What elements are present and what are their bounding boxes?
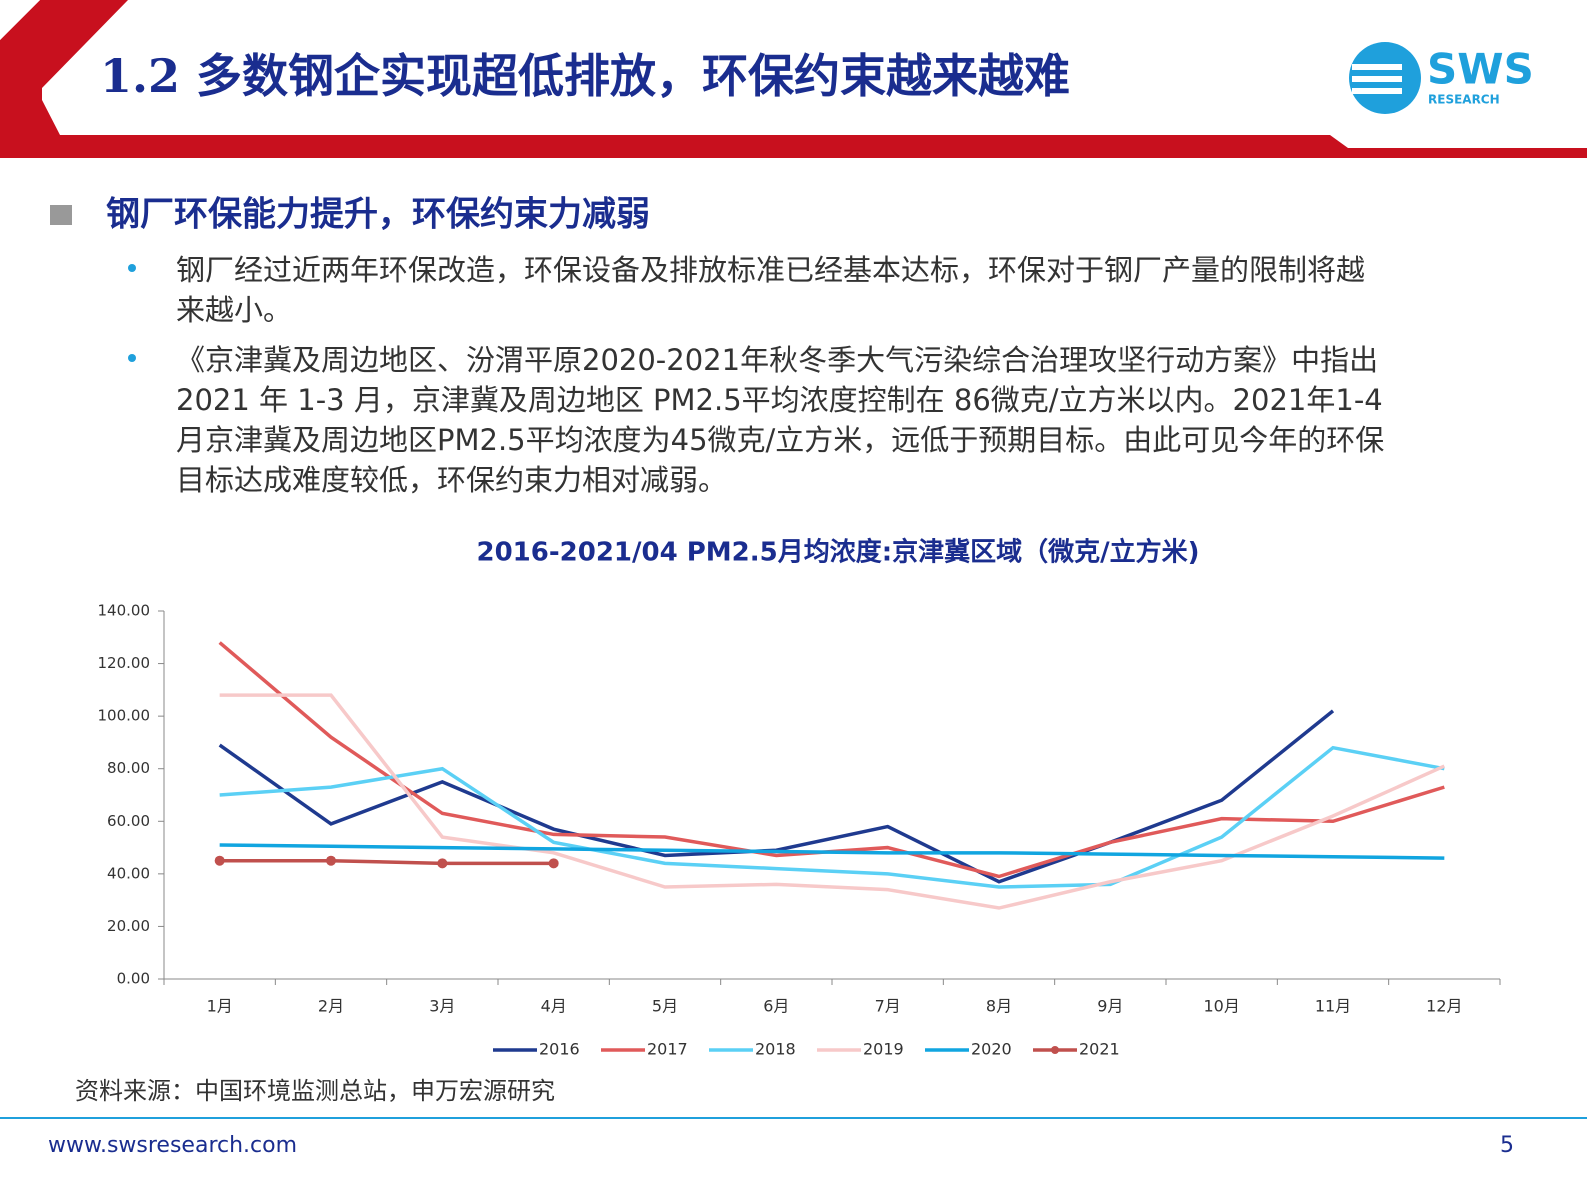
series-line — [219, 858, 554, 866]
bullet-dot — [128, 354, 136, 362]
y-tick-label: 60.00 — [107, 812, 150, 830]
legend-label: 2019 — [863, 1040, 904, 1059]
legend-label: 2021 — [1079, 1040, 1120, 1059]
x-tick-label: 11月 — [1315, 997, 1351, 1016]
x-tick-label: 1月 — [207, 997, 233, 1016]
x-tick-label: 3月 — [429, 997, 455, 1016]
logo-sub: RESEARCH — [1428, 93, 1500, 107]
series-line — [219, 843, 1445, 860]
slide-title: 1.2 多数钢企实现超低排放，环保约束越来越难 — [100, 49, 1070, 103]
logo-icon — [1349, 42, 1421, 114]
y-tick-label: 40.00 — [107, 864, 150, 882]
point — [437, 858, 448, 869]
legend-label: 2020 — [971, 1040, 1012, 1059]
page-number: 5 — [1500, 1133, 1514, 1158]
logo: SWS — [1427, 45, 1534, 94]
legend-label: 2017 — [647, 1040, 688, 1059]
source: 资料来源：中国环境监测总站，申万宏源研究 — [75, 1077, 555, 1105]
x-tick-label: 4月 — [541, 997, 567, 1016]
legend-marker — [1051, 1046, 1059, 1054]
header-corner — [0, 0, 40, 40]
y-tick-label: 120.00 — [98, 654, 151, 672]
header-band — [0, 0, 1587, 158]
point — [214, 855, 225, 866]
x-tick-label: 12月 — [1426, 997, 1462, 1016]
x-tick-label: 5月 — [652, 997, 678, 1016]
section-heading: 钢厂环保能力提升，环保约束力减弱 — [106, 195, 650, 235]
footer-url: www.swsresearch.com — [48, 1133, 297, 1158]
chart-title: 2016-2021/04 PM2.5月均浓度:京津冀区域（微克/立方米) — [476, 537, 1199, 568]
bullet-dot — [128, 264, 136, 272]
series-line — [219, 745, 1445, 889]
point — [548, 858, 559, 869]
y-tick-label: 20.00 — [107, 917, 150, 935]
y-tick-label: 100.00 — [98, 707, 151, 725]
bullet-line: 《京津冀及周边地区、汾渭平原2020-2021年秋冬季大气污染综合治理攻坚行动方… — [176, 343, 1379, 377]
x-tick-label: 7月 — [875, 997, 901, 1016]
series-line — [219, 693, 1446, 910]
x-tick-label: 9月 — [1097, 997, 1123, 1016]
y-tick-label: 80.00 — [107, 759, 150, 777]
y-tick-label: 0.00 — [117, 970, 150, 988]
series-line — [218, 641, 1445, 879]
x-tick-label: 8月 — [986, 997, 1012, 1016]
x-tick-label: 10月 — [1203, 997, 1239, 1016]
x-tick-label: 6月 — [763, 997, 789, 1016]
x-tick-label: 2月 — [318, 997, 344, 1016]
bullet-line: 月京津冀及周边地区PM2.5平均浓度为45微克/立方米，远低于预期目标。由此可见… — [176, 423, 1385, 457]
section-marker — [50, 205, 72, 225]
legend-label: 2016 — [539, 1040, 580, 1059]
bullet-line: 来越小。 — [176, 293, 293, 327]
bullet-line: 2021 年 1-3 月，京津冀及周边地区 PM2.5平均浓度控制在 86微克/… — [176, 383, 1383, 417]
bullet-line: 钢厂经过近两年环保改造，环保设备及排放标准已经基本达标，环保对于钢厂产量的限制将… — [176, 253, 1366, 287]
bullet-line: 目标达成难度较低，环保约束力相对减弱。 — [176, 463, 728, 497]
point — [326, 855, 336, 866]
y-tick-label: 140.00 — [98, 602, 151, 620]
legend-label: 2018 — [755, 1040, 796, 1059]
